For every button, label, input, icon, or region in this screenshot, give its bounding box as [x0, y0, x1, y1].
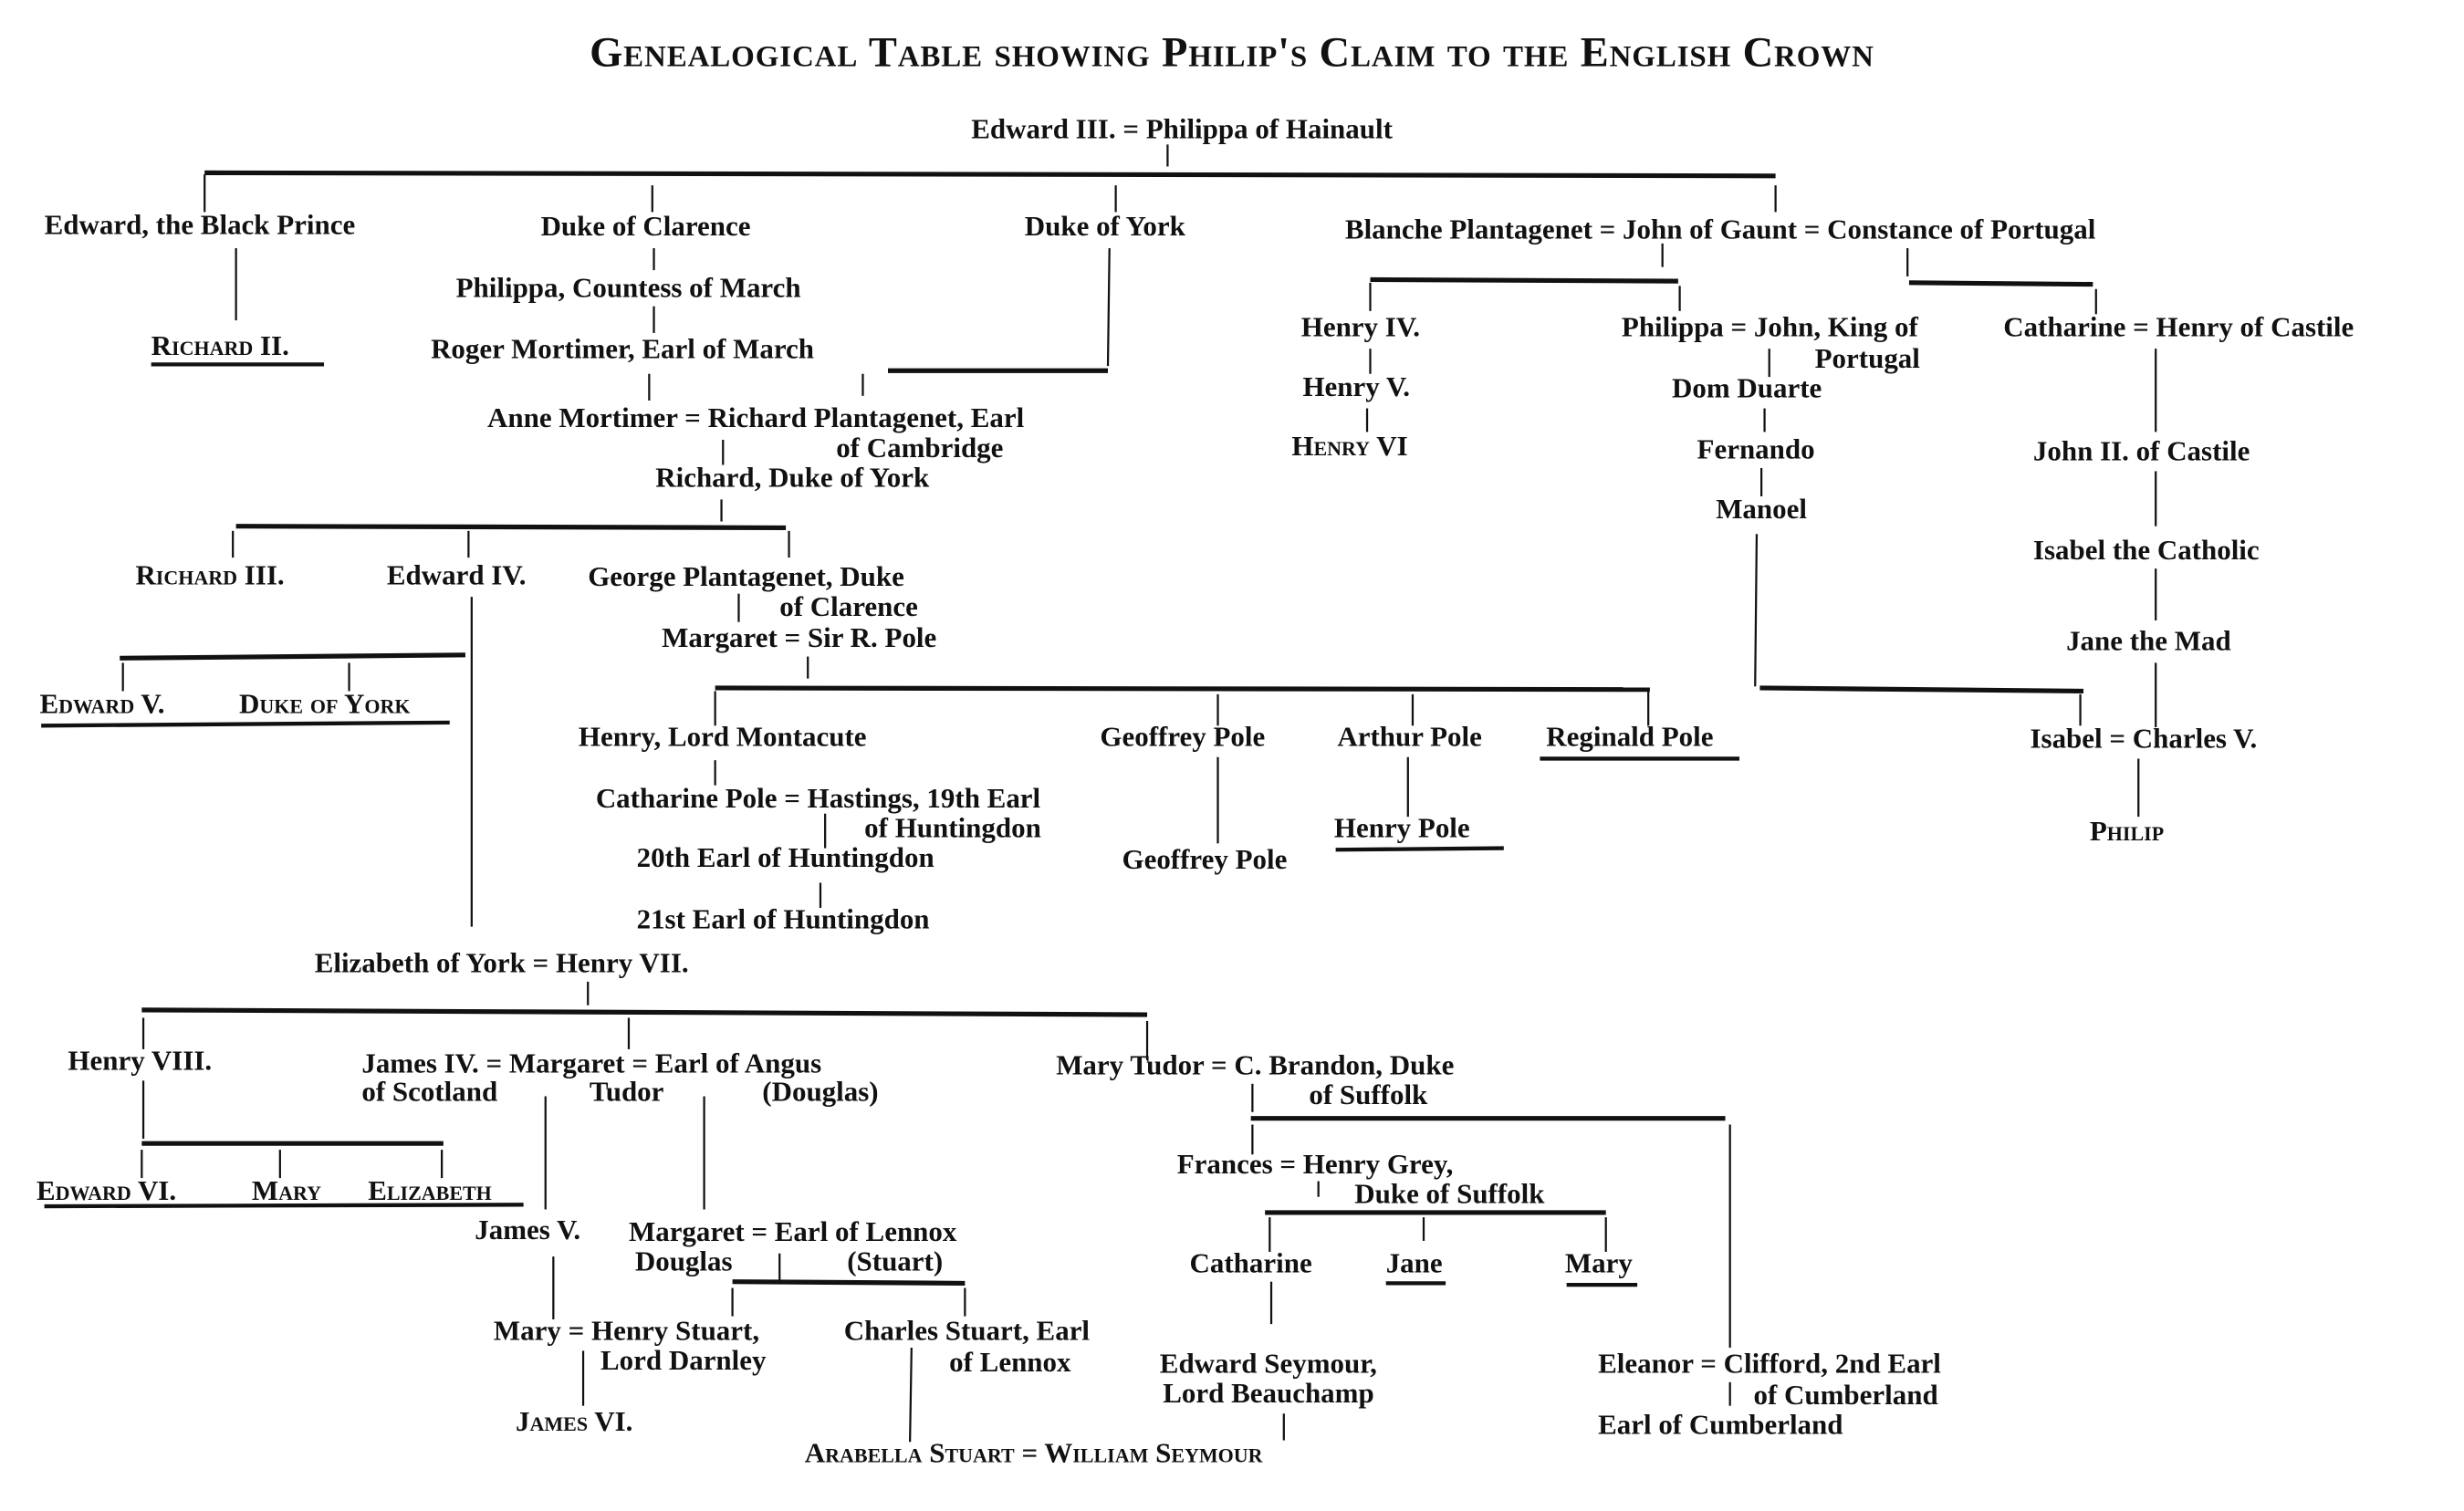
person-mary-queen-of-scots: Mary = Henry Stuart,	[494, 1314, 759, 1346]
person-henry-iv: Henry IV.	[1301, 310, 1420, 342]
person-eleanor-cont: of Cumberland	[1754, 1379, 1938, 1411]
person-manoel: Manoel	[1716, 493, 1807, 525]
person-edward-iii: Edward III. = Philippa of Hainault	[971, 112, 1393, 144]
person-edward-seymour-cont: Lord Beauchamp	[1163, 1377, 1373, 1409]
person-charles-stuart-cont: of Lennox	[949, 1346, 1071, 1378]
person-roger-mortimer: Roger Mortimer, Earl of March	[431, 332, 814, 364]
person-jane-grey: Jane	[1386, 1246, 1443, 1278]
person-arthur-pole: Arthur Pole	[1337, 721, 1482, 753]
person-henry-v: Henry V.	[1302, 370, 1410, 402]
person-philippa-portugal: Philippa = John, King of	[1622, 310, 1919, 342]
person-elizabeth-i: Elizabeth	[368, 1174, 492, 1206]
person-george-plantagenet-cont: of Clarence	[779, 590, 918, 622]
person-catharine-pole: Catharine Pole = Hastings, 19th Earl	[596, 782, 1041, 814]
person-geoffrey-pole: Geoffrey Pole	[1100, 721, 1265, 753]
persons: Edward III. = Philippa of Hainault Edwar…	[37, 112, 2354, 1468]
person-duke-of-york-2: Duke of York	[239, 688, 410, 720]
person-charles-stuart: Charles Stuart, Earl	[844, 1314, 1091, 1346]
person-dom-duarte: Dom Duarte	[1672, 372, 1822, 404]
person-mary-queen-of-scots-cont: Lord Darnley	[600, 1344, 767, 1376]
person-philip: Philip	[2090, 815, 2164, 847]
person-reginald-pole: Reginald Pole	[1546, 721, 1713, 753]
person-margaret-tudor-cont1: of Scotland	[361, 1076, 497, 1108]
person-mary-tudor-cont: of Suffolk	[1309, 1079, 1428, 1110]
person-philippa-march: Philippa, Countess of March	[456, 271, 801, 303]
person-catharine-castile: Catharine = Henry of Castile	[2003, 310, 2354, 342]
person-richard-duke-of-york: Richard, Duke of York	[655, 462, 930, 494]
connector-lines	[41, 144, 2157, 1443]
person-john-of-gaunt: Blanche Plantagenet = John of Gaunt = Co…	[1345, 214, 2096, 245]
person-isabel-catholic: Isabel the Catholic	[2033, 534, 2260, 566]
person-henry-viii: Henry VIII.	[68, 1044, 212, 1076]
table-title: Genealogical Table showing Philip's Clai…	[590, 29, 1874, 76]
person-mary-i: Mary	[252, 1174, 321, 1206]
person-20th-earl: 20th Earl of Huntingdon	[637, 841, 934, 873]
person-duke-of-york: Duke of York	[1025, 210, 1186, 242]
person-21st-earl: 21st Earl of Huntingdon	[637, 902, 930, 934]
person-margaret-tudor-cont3: (Douglas)	[762, 1076, 878, 1108]
person-john-ii-castile: John II. of Castile	[2033, 434, 2250, 466]
person-duke-of-clarence: Duke of Clarence	[541, 210, 751, 242]
person-black-prince: Edward, the Black Prince	[45, 208, 356, 240]
person-james-v: James V.	[475, 1214, 580, 1245]
person-henry-pole: Henry Pole	[1334, 812, 1470, 844]
person-margaret-douglas-cont1: Douglas	[635, 1245, 733, 1277]
person-isabel-charles-v: Isabel = Charles V.	[2030, 722, 2257, 754]
person-mary-tudor: Mary Tudor = C. Brandon, Duke	[1056, 1048, 1454, 1080]
person-arabella-stuart: Arabella Stuart = William Seymour	[805, 1437, 1264, 1469]
person-catharine-pole-cont: of Huntingdon	[864, 812, 1041, 844]
person-earl-of-cumberland: Earl of Cumberland	[1598, 1409, 1843, 1441]
person-edward-seymour: Edward Seymour,	[1160, 1348, 1377, 1380]
person-fernando: Fernando	[1697, 433, 1815, 465]
person-anne-mortimer-cont: of Cambridge	[836, 432, 1003, 464]
person-james-vi: James VI.	[516, 1405, 632, 1437]
person-margaret-tudor: James IV. = Margaret = Earl of Angus	[361, 1047, 821, 1079]
person-edward-v: Edward V.	[39, 688, 164, 720]
person-geoffrey-pole-2: Geoffrey Pole	[1122, 843, 1288, 875]
person-richard-ii: Richard II.	[151, 329, 289, 361]
person-margaret-tudor-cont2: Tudor	[590, 1076, 664, 1108]
person-edward-iv: Edward IV.	[387, 558, 527, 590]
person-henry-vi: Henry VI	[1291, 430, 1407, 462]
person-lord-montacute: Henry, Lord Montacute	[579, 721, 867, 753]
person-margaret-pole: Margaret = Sir R. Pole	[662, 621, 936, 653]
person-jane-the-mad: Jane the Mad	[2066, 625, 2231, 657]
person-eleanor: Eleanor = Clifford, 2nd Earl	[1598, 1348, 1941, 1380]
person-catharine-grey: Catharine	[1190, 1246, 1312, 1278]
person-george-plantagenet: George Plantagenet, Duke	[588, 560, 904, 592]
person-edward-vi: Edward VI.	[37, 1174, 176, 1206]
person-philippa-portugal-cont: Portugal	[1815, 342, 1921, 374]
person-elizabeth-of-york: Elizabeth of York = Henry VII.	[315, 947, 689, 979]
person-margaret-douglas-cont2: (Stuart)	[847, 1245, 943, 1277]
person-frances-cont: Duke of Suffolk	[1354, 1178, 1545, 1210]
person-margaret-douglas: Margaret = Earl of Lennox	[629, 1215, 957, 1247]
person-frances: Frances = Henry Grey,	[1177, 1148, 1454, 1180]
person-richard-iii: Richard III.	[135, 558, 284, 590]
person-anne-mortimer: Anne Mortimer = Richard Plantagenet, Ear…	[487, 401, 1025, 433]
person-mary-grey: Mary	[1565, 1246, 1633, 1278]
